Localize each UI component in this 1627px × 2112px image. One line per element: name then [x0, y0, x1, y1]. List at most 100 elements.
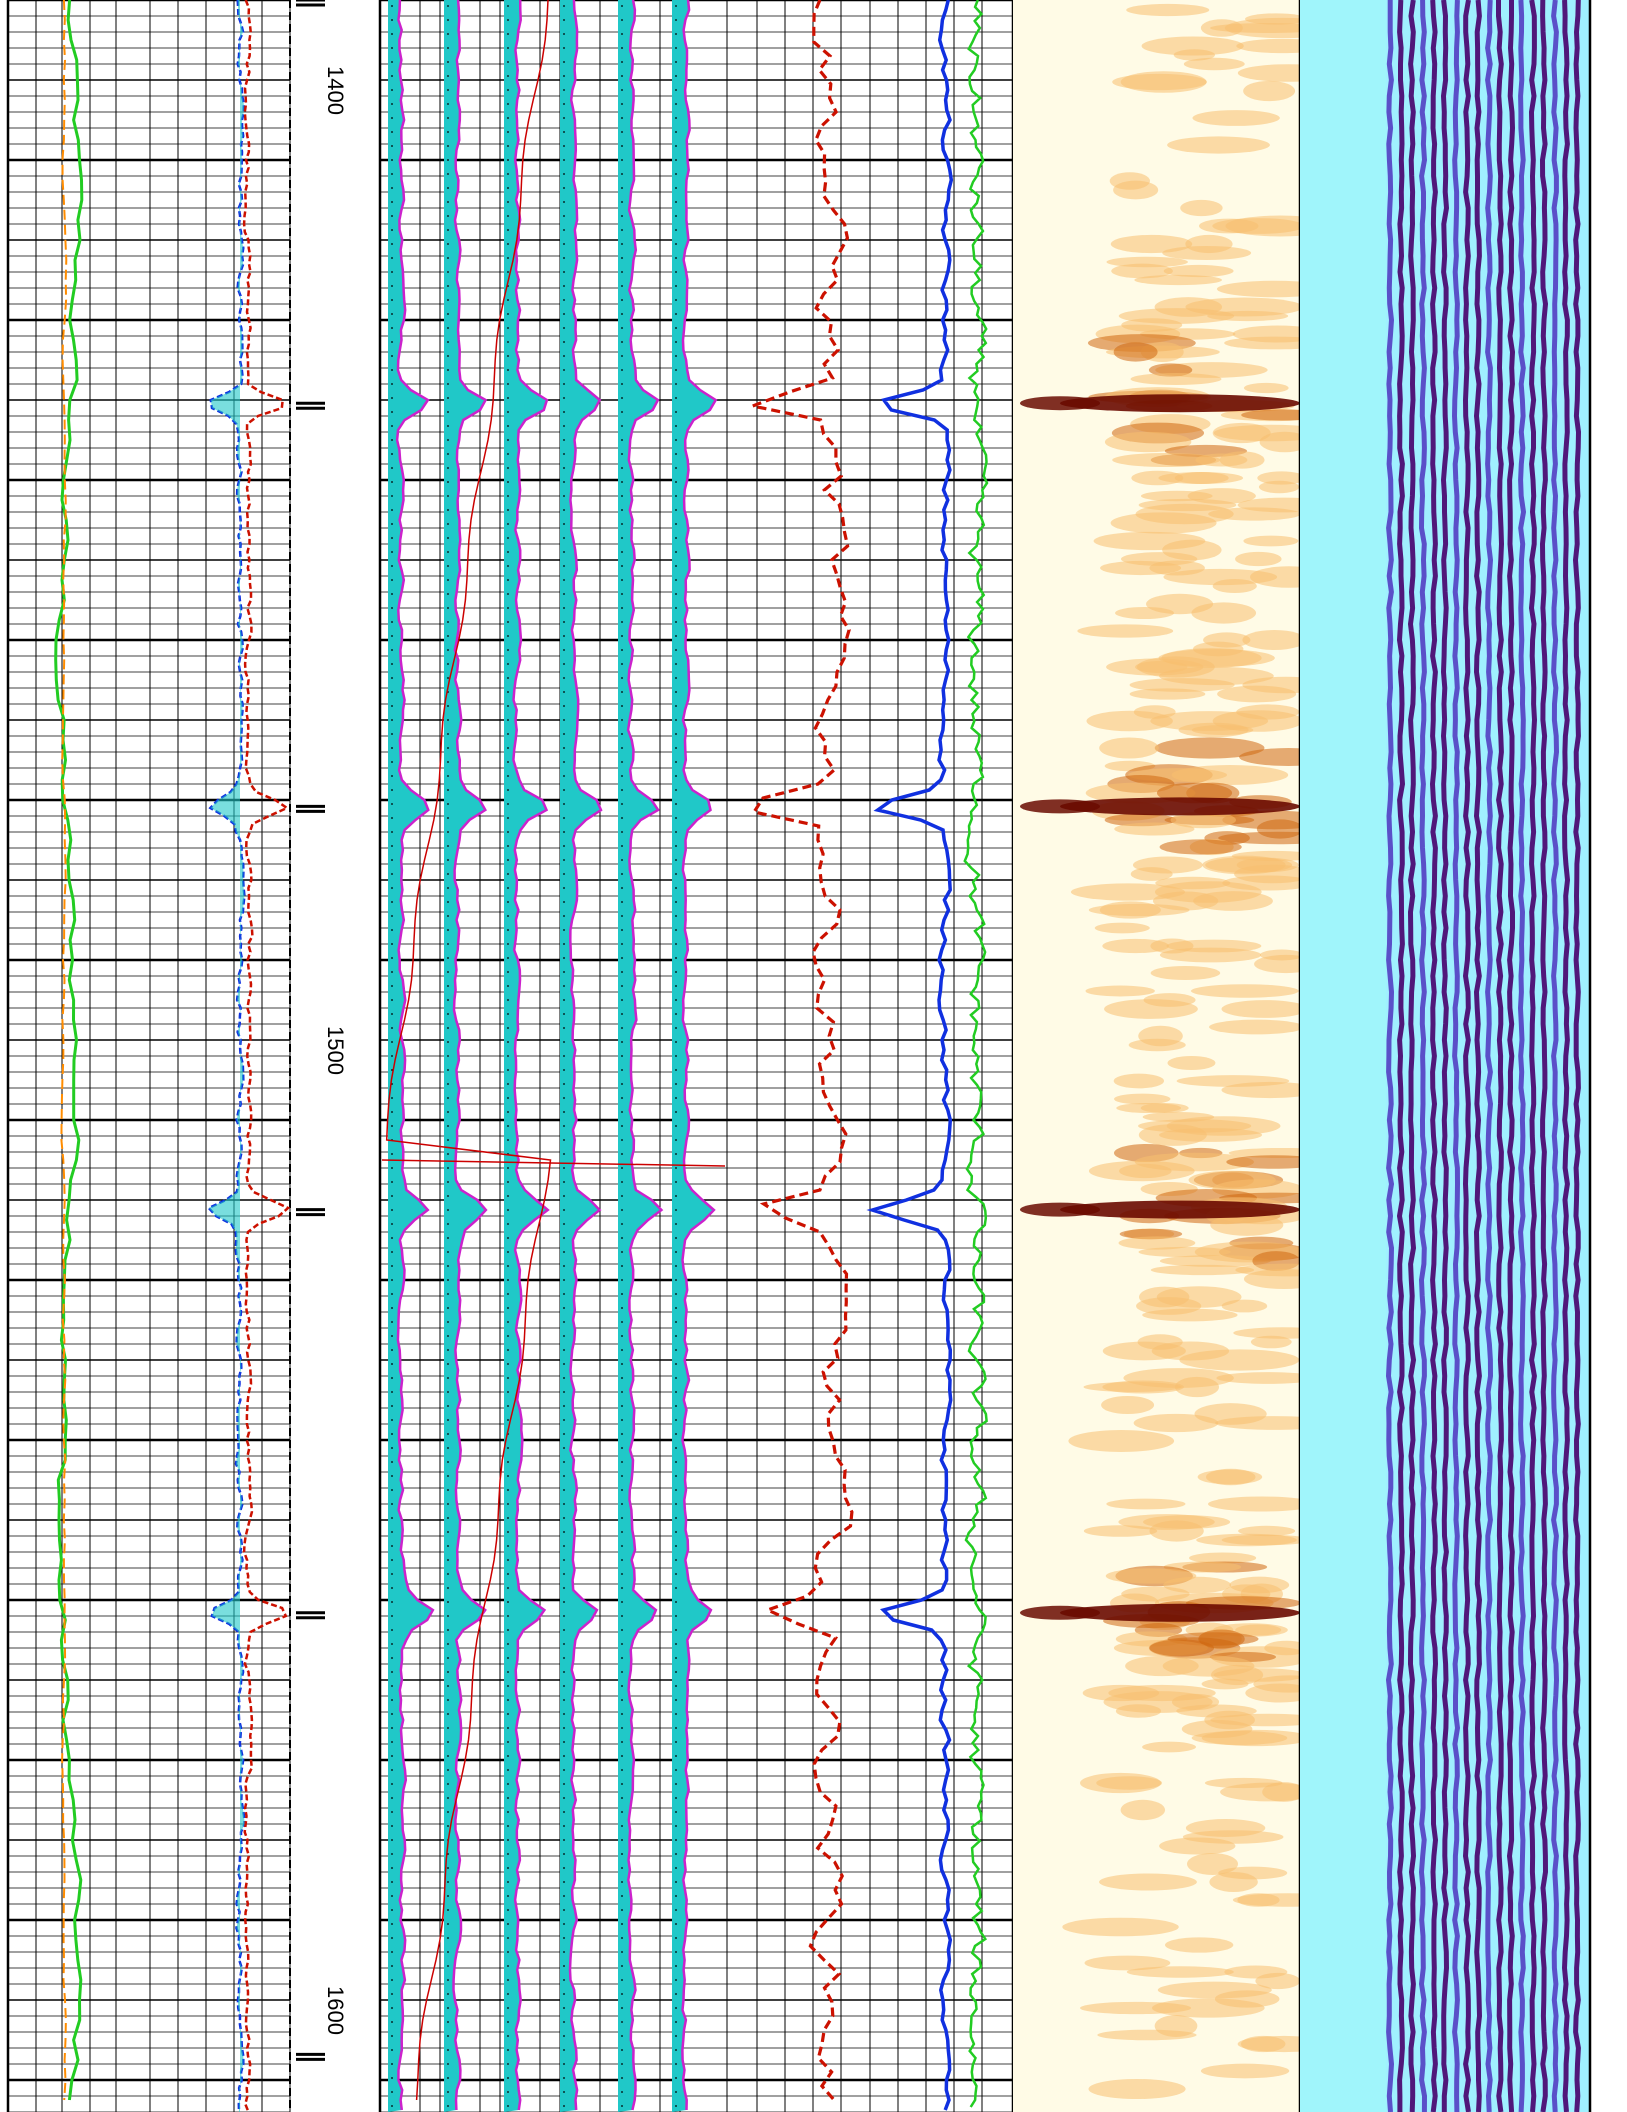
- track-2-column-5-dot: [675, 1797, 677, 1799]
- track-2-column-3-dot: [563, 5, 565, 7]
- track-2-column-0-dot: [391, 327, 393, 329]
- track-2-column-3-dot: [563, 1657, 565, 1659]
- track-2-column-0-dot: [391, 565, 393, 567]
- track-2-column-4-dot: [621, 1909, 623, 1911]
- track-2-column-0-dot: [391, 439, 393, 441]
- track-2-column-5-dot: [675, 173, 677, 175]
- track-4-blotch-127: [1170, 811, 1236, 829]
- track-2-column-4-dot: [621, 47, 623, 49]
- track-2-column-3-dot: [563, 1755, 565, 1757]
- track-2-column-4-dot: [621, 929, 623, 931]
- track-2-column-0-dot: [391, 677, 393, 679]
- track-2-column-4-dot: [621, 215, 623, 217]
- track-2-column-5-dot: [675, 1755, 677, 1757]
- track-2-column-0-dot: [391, 1461, 393, 1463]
- track-2-column-2-dot: [507, 89, 509, 91]
- track-2-column-1-dot: [447, 677, 449, 679]
- track-2-column-0-dot: [391, 537, 393, 539]
- track-6-stripe-0: [1385, 0, 1395, 2112]
- track-2-column-0-dot: [391, 1965, 393, 1967]
- track-4-blotch-225: [1083, 1381, 1182, 1393]
- track-2-column-5-dot: [675, 1377, 677, 1379]
- track-2-column-5-dot: [675, 943, 677, 945]
- track-2-column-3-dot: [563, 1979, 565, 1981]
- track-2-column-4-dot: [621, 1489, 623, 1491]
- track-2-column-0-dot: [391, 1209, 393, 1211]
- track-2-column-0-dot: [391, 271, 393, 273]
- track-2-column-3-dot: [563, 1405, 565, 1407]
- track-2-column-1-dot: [447, 1727, 449, 1729]
- track-2-column-4-dot: [621, 565, 623, 567]
- track-2-column-0-dot: [391, 747, 393, 749]
- track-2-column-5-dot: [675, 1125, 677, 1127]
- track-2-column-1-dot: [447, 1307, 449, 1309]
- track-2-column-5-dot: [675, 733, 677, 735]
- track-2-column-3-dot: [563, 1041, 565, 1043]
- track-4-blotch-7: [1173, 49, 1216, 61]
- track-2-column-1-dot: [447, 131, 449, 133]
- track-2-column-4-dot: [621, 677, 623, 679]
- track-2-column-2-dot: [507, 943, 509, 945]
- track-2-column-4-dot: [621, 1223, 623, 1225]
- track-2-column-3-dot: [563, 1839, 565, 1841]
- track-2-column-4-dot: [621, 341, 623, 343]
- track-2-column-1-dot: [447, 2077, 449, 2079]
- track-2-column-4-dot: [621, 1671, 623, 1673]
- track-2-column-4-dot: [621, 1839, 623, 1841]
- track-2-column-4-dot: [621, 2007, 623, 2009]
- track-2-column-1-dot: [447, 2091, 449, 2093]
- track-2-column-0-dot: [391, 5, 393, 7]
- track-2-column-2-dot: [507, 523, 509, 525]
- track-2-column-5-dot: [675, 859, 677, 861]
- track-2-column-5-dot: [675, 1307, 677, 1309]
- track-2-column-4-dot: [621, 299, 623, 301]
- track-2-column-2-dot: [507, 1209, 509, 1211]
- track-2-column-0-dot: [391, 1531, 393, 1533]
- track-2-column-1-dot: [447, 705, 449, 707]
- track-4-blotch-63: [1112, 452, 1221, 468]
- track-2-column-3-dot: [563, 985, 565, 987]
- track-2-column-2-dot: [507, 677, 509, 679]
- track-4-blotch-32: [1207, 310, 1289, 322]
- track-2-column-5-dot: [675, 1867, 677, 1869]
- track-2-column-1-dot: [447, 61, 449, 63]
- track-2-column-2-dot: [507, 1265, 509, 1267]
- track-2-column-1-dot: [447, 1937, 449, 1939]
- track-2-column-2-dot: [507, 299, 509, 301]
- track-2-column-5-dot: [675, 257, 677, 259]
- track-2-column-4-line: [626, 0, 664, 2111]
- track-2-column-1-dot: [447, 1475, 449, 1477]
- track-2-column-2-dot: [507, 1839, 509, 1841]
- track-2-column-2-dot: [507, 691, 509, 693]
- track-2-column-2-dot: [507, 1083, 509, 1085]
- track-2-column-4-dot: [621, 663, 623, 665]
- track-2-column-5-dot: [675, 985, 677, 987]
- track-2-column-0-dot: [391, 1377, 393, 1379]
- track-2-column-3-line: [568, 0, 603, 2111]
- track-2-column-2-dot: [507, 439, 509, 441]
- track-2-column-4-dot: [621, 1405, 623, 1407]
- track-2-column-2-dot: [507, 957, 509, 959]
- track-2-column-2-dot: [507, 257, 509, 259]
- track-2-column-4-dot: [621, 1573, 623, 1575]
- track-2-column-5-dot: [675, 1447, 677, 1449]
- track-2-column-2-dot: [507, 19, 509, 21]
- track-4-blotch-315: [1152, 1998, 1265, 2018]
- track-4-blotch-214: [1142, 1308, 1238, 1322]
- track-2-column-1-dot: [447, 1629, 449, 1631]
- track-2-column-4-dot: [621, 355, 623, 357]
- track-2-column-2-dot: [507, 1321, 509, 1323]
- track-2-column-2-dot: [507, 1895, 509, 1897]
- track-2-column-3-dot: [563, 1321, 565, 1323]
- track-2-column-5-dot: [675, 1601, 677, 1603]
- track-2-column-5-dot: [675, 747, 677, 749]
- track-2-column-1-dot: [447, 201, 449, 203]
- track-4-blotch-238: [1083, 1525, 1158, 1537]
- track-2-column-4-dot: [621, 551, 623, 553]
- track-4-blotch-150: [1102, 938, 1169, 954]
- track-2-column-2-dot: [507, 1447, 509, 1449]
- track-2-column-2-dot: [507, 1167, 509, 1169]
- track-2-column-5-dot: [675, 145, 677, 147]
- track-2-column-3-dot: [563, 523, 565, 525]
- track-2-column-1-dot: [447, 1125, 449, 1127]
